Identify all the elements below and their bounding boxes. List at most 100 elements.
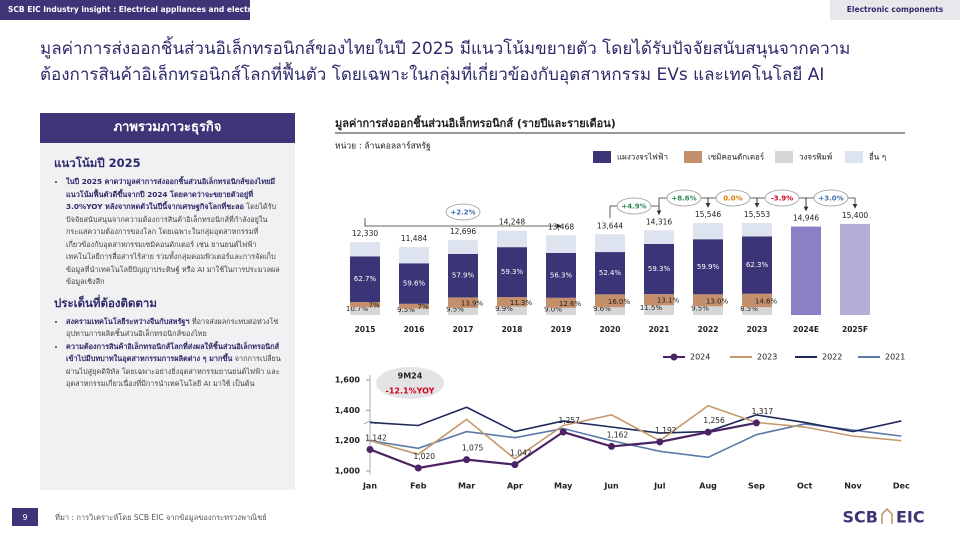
legend-swatch xyxy=(845,151,863,163)
bar-segment xyxy=(350,307,380,315)
growth-bubble xyxy=(666,189,702,207)
x-tick-label: May xyxy=(554,482,573,491)
total-label: 13,644 xyxy=(597,221,623,230)
bar xyxy=(791,226,821,315)
point-label: 1,042 xyxy=(510,449,532,458)
series-line xyxy=(369,404,902,460)
legend-label: 2023 xyxy=(757,353,777,362)
bar-segment xyxy=(497,306,527,315)
note-label: -12.1%YOY xyxy=(386,387,435,396)
section-title: แนวโน้มปี 2025 xyxy=(54,156,141,170)
segment-label: 59.6% xyxy=(403,280,426,288)
segment-label: 13.1% xyxy=(657,297,680,305)
header-tag: Electronic components xyxy=(830,0,960,20)
total-label: 14,316 xyxy=(646,217,672,226)
bullet: ความต้องการสินค้าอิเล็กทรอนิกส์โลกที่ส่ง… xyxy=(66,341,283,391)
point xyxy=(559,428,567,436)
x-tick-label: Mar xyxy=(458,482,475,491)
segment-label: 9.6% xyxy=(593,305,611,313)
segment-label: 59.9% xyxy=(697,263,720,271)
segment-label: 12.6% xyxy=(559,300,582,308)
x-tick-label: Nov xyxy=(844,482,862,491)
bar-segment xyxy=(742,223,772,237)
segment-label: 59.3% xyxy=(501,268,524,276)
x-tick-label: 2025F xyxy=(842,325,868,334)
bullet-bold: ในปี 2025 คาดว่ามูลค่าการส่งออกชิ้นส่วนอ… xyxy=(66,177,276,211)
segment-label: 56.3% xyxy=(550,271,573,279)
bar-segment xyxy=(644,294,674,306)
title-line: มูลค่าการส่งออกชิ้นส่วนอิเล็กทรอนิกส์ของ… xyxy=(40,39,851,59)
segment-label: 8.5% xyxy=(740,305,758,313)
x-tick-label: Sep xyxy=(748,482,765,491)
segment-label: 13.0% xyxy=(706,297,729,305)
growth-label: -3.9% xyxy=(771,195,793,203)
point-label: 1,317 xyxy=(752,407,774,416)
bar-segment xyxy=(350,242,380,257)
header-label: SCB EIC Industry insight : Electrical ap… xyxy=(0,0,250,20)
bar-segment xyxy=(595,252,625,295)
bar-segment xyxy=(448,253,478,298)
point xyxy=(366,445,374,453)
segment-label: 9.5% xyxy=(446,305,464,313)
total-label: 15,553 xyxy=(744,210,770,219)
bar-segment xyxy=(595,294,625,308)
growth-label: +2.2% xyxy=(450,209,475,217)
point-label: 1,075 xyxy=(462,444,484,453)
bar-segment xyxy=(546,297,576,308)
bar-segment xyxy=(546,307,576,315)
x-tick-label: 2021 xyxy=(649,325,670,334)
point xyxy=(608,442,615,450)
growth-bubble xyxy=(764,189,800,207)
bar-segment xyxy=(693,306,723,315)
slide-title: มูลค่าการส่งออกชิ้นส่วนอิเล็กทรอนิกส์ของ… xyxy=(40,36,940,88)
bar-segment xyxy=(644,305,674,315)
x-tick-label: Jan xyxy=(362,482,377,491)
bar-segment xyxy=(497,230,527,248)
segment-label: 62.7% xyxy=(354,275,377,283)
bar-segment xyxy=(595,307,625,315)
growth-label: +8.6% xyxy=(671,195,696,203)
total-label: 11,484 xyxy=(401,234,427,243)
bar-segment xyxy=(693,223,723,240)
sidebar-sections: แนวโน้มปี 2025 ในปี 2025 คาดว่ามูลค่าการส… xyxy=(40,143,295,391)
point-label: 1,162 xyxy=(607,430,629,439)
legend-swatch xyxy=(775,151,793,163)
bar-segment xyxy=(350,302,380,308)
growth-arrow xyxy=(364,218,562,229)
x-tick-label: 2016 xyxy=(404,325,425,334)
bar-segment xyxy=(399,303,429,309)
x-tick-label: Jun xyxy=(603,482,619,491)
total-label: 13,468 xyxy=(548,222,574,231)
total-label: 14,248 xyxy=(499,218,525,227)
bar-segment xyxy=(595,234,625,253)
bar-segment xyxy=(742,236,772,294)
bar-segment xyxy=(448,239,478,254)
growth-bubble xyxy=(616,197,652,215)
legend-label: 2021 xyxy=(885,353,905,362)
bar-segment xyxy=(399,263,429,304)
x-tick-label: Aug xyxy=(699,482,717,491)
legend-label: เซมิคอนดักเตอร์ xyxy=(708,152,765,162)
segment-label: 9.5% xyxy=(691,305,709,313)
legend-label: อื่น ๆ xyxy=(869,151,886,162)
point xyxy=(704,428,712,436)
point-label: 1,142 xyxy=(365,433,387,442)
logo-icon xyxy=(881,507,893,524)
x-tick-label: Oct xyxy=(797,482,813,491)
bar-segment xyxy=(742,307,772,315)
segment-label: 7% xyxy=(417,303,428,311)
x-tick-label: 2020 xyxy=(600,325,621,334)
total-label: 15,546 xyxy=(695,210,721,219)
bar-segment xyxy=(742,293,772,308)
segment-label: 9.0% xyxy=(544,305,562,313)
bar xyxy=(840,223,870,315)
bullet-list: สงครามเทคโนโลยีระหว่างจีนกับสหรัฐฯ ที่อา… xyxy=(54,316,283,391)
sidebar-heading: ภาพรวมภาวะธุรกิจ xyxy=(40,113,295,143)
bar-segment xyxy=(644,230,674,244)
legend-swatch xyxy=(593,151,611,163)
total-label: 12,696 xyxy=(450,227,476,236)
series-line xyxy=(369,423,902,459)
x-tick-label: Apr xyxy=(507,482,523,491)
segment-label: 52.4% xyxy=(599,269,622,277)
